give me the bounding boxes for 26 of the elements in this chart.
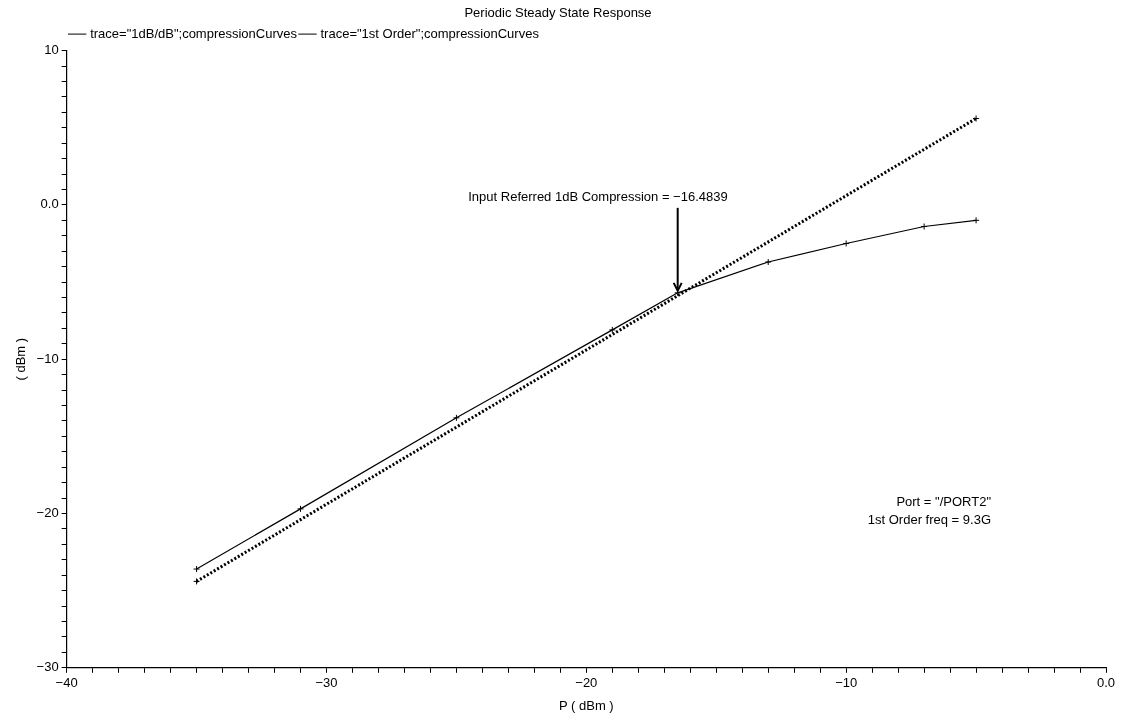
point	[972, 114, 980, 122]
y-tick-label: 10	[44, 42, 59, 58]
point	[608, 326, 616, 334]
x-tick-label: −40	[55, 675, 78, 691]
y-tick-label: −30	[36, 659, 59, 675]
chart-title: Periodic Steady State Response	[464, 5, 652, 21]
annotation: Input Referred 1dB Compression = −16.4839	[468, 188, 728, 204]
y-tick-label: −20	[36, 505, 59, 521]
legend-label: trace="1dB/dB";compressionCurves	[90, 25, 298, 41]
annotation: Port = "/PORT2"	[896, 494, 992, 510]
point	[764, 258, 772, 266]
point	[920, 223, 928, 230]
x-axis-title: P ( dBm )	[558, 697, 614, 713]
point	[452, 414, 460, 422]
point	[297, 505, 305, 513]
point	[842, 239, 850, 247]
y-axis-title: ( dBm )	[13, 337, 29, 381]
legend-label: trace="1st Order";compressionCurves	[320, 25, 540, 41]
x-tick-label: −20	[575, 675, 598, 691]
y-tick-label: 0.0	[40, 196, 59, 212]
x-tick-label: −10	[835, 675, 858, 691]
x-tick-label: 0.0	[1096, 675, 1116, 691]
annotation: 1st Order freq = 9.3G	[867, 512, 991, 528]
point	[193, 577, 201, 585]
x-tick-label: −30	[315, 675, 338, 691]
y-tick-label: −10	[36, 350, 59, 366]
